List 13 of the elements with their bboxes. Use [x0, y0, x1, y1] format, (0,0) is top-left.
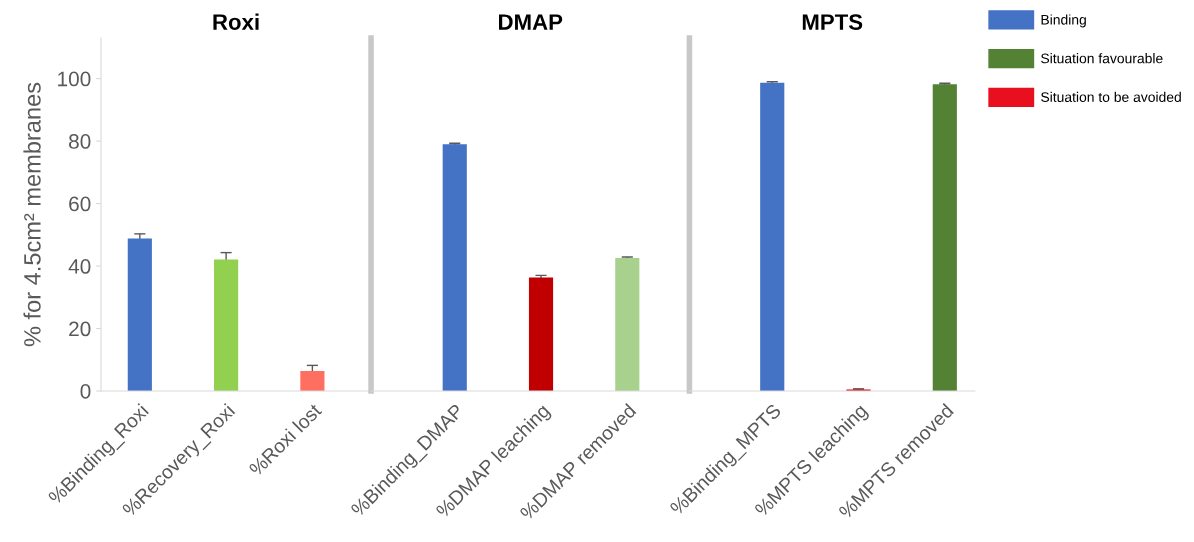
- y-tick-label: 60: [69, 196, 91, 212]
- y-tick-label: 20: [69, 321, 91, 337]
- legend-label: Binding: [1041, 14, 1086, 28]
- legend-label: Situation favourable: [1041, 53, 1163, 64]
- y-tick-label: 80: [69, 134, 91, 149]
- chart-title: DMAP: [499, 14, 563, 30]
- chart-title: Roxi: [213, 13, 259, 30]
- legend-label: Situation to be avoided: [1041, 91, 1181, 102]
- y-tick-label: 0: [80, 384, 91, 399]
- y-axis-title: % for 4.5cm² membranes: [23, 82, 41, 347]
- y-tick-label: 100: [58, 71, 91, 87]
- y-tick-label: 40: [68, 259, 91, 274]
- chart-title: MPTS: [802, 14, 863, 30]
